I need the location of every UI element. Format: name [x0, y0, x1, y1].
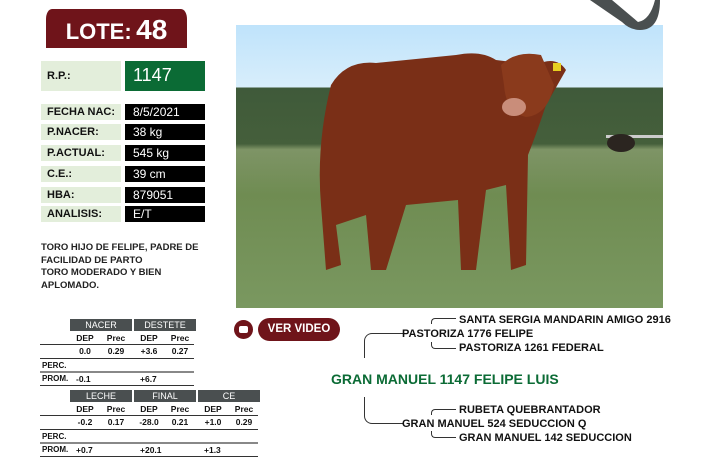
prom-label: PROM.: [42, 445, 69, 454]
perc-label: PERC.: [42, 361, 67, 370]
animal-name: GRAN MANUEL 1147 FELIPE LUIS: [331, 371, 559, 387]
prom-value: +20.1: [140, 445, 162, 455]
description-line: TORO MODERADO Y BIEN: [41, 267, 162, 278]
corner-decoration: [590, 0, 660, 30]
prec-col-label: Prec: [106, 404, 126, 414]
pedigree-sire-dam: PASTORIZA 1261 FEDERAL: [459, 342, 604, 354]
prec-value: 0.21: [171, 417, 189, 427]
prec-col-label: Prec: [170, 404, 190, 414]
youtube-icon[interactable]: [234, 320, 253, 339]
info-label: ANALISIS:: [41, 206, 121, 222]
dep-col-label: DEP: [140, 333, 158, 343]
bull-image: [319, 53, 663, 270]
pedigree-line: [431, 342, 456, 349]
prom-label: PROM.: [42, 374, 69, 383]
info-label: C.E.:: [41, 166, 121, 182]
prom-value: +1.3: [204, 445, 221, 455]
prec-value: 0.17: [107, 417, 125, 427]
dep-header: NACER: [70, 319, 132, 331]
dep-header: DESTETE: [134, 319, 196, 331]
prec-value: 0.27: [171, 346, 189, 356]
prom-value: -0.1: [76, 374, 91, 384]
dep-value: -28.0: [139, 417, 159, 427]
divider: [40, 429, 258, 430]
info-label: P.NACER:: [41, 124, 121, 140]
pedigree-line: [364, 397, 404, 424]
divider: [40, 415, 258, 416]
pedigree-line: [431, 318, 456, 324]
description: TORO HIJO DE FELIPE, PADRE DE FACILIDAD …: [41, 242, 231, 292]
dep-header: CE: [198, 390, 260, 402]
divider: [40, 358, 194, 359]
info-value: 39 cm: [125, 166, 205, 182]
pedigree-dam-dam: GRAN MANUEL 142 SEDUCCION: [459, 432, 632, 444]
bull-photo: [236, 25, 663, 308]
prom-value: +6.7: [140, 374, 157, 384]
dep-value: +3.6: [140, 346, 158, 356]
perc-label: PERC.: [42, 432, 67, 441]
divider: [40, 456, 258, 457]
description-line: APLOMADO.: [41, 279, 100, 291]
info-value: E/T: [125, 206, 205, 222]
description-line: TORO HIJO DE FELIPE, PADRE DE: [41, 242, 199, 253]
dep-value: -0.2: [77, 417, 93, 427]
dep-col-label: DEP: [76, 333, 94, 343]
info-label: FECHA NAC:: [41, 104, 121, 120]
dep-col-label: DEP: [140, 404, 158, 414]
pedigree-line: [431, 431, 456, 438]
prom-value: +0.7: [76, 445, 93, 455]
dep-col-label: DEP: [204, 404, 222, 414]
info-value: 545 kg: [125, 145, 205, 161]
dep-col-label: DEP: [76, 404, 94, 414]
divider: [40, 385, 194, 386]
info-label: P.ACTUAL:: [41, 145, 121, 161]
divider: [40, 371, 194, 373]
rp-value: 1147: [125, 61, 205, 91]
lot-number: 48: [136, 14, 168, 45]
prec-value: 0.29: [235, 417, 253, 427]
info-value: 8/5/2021: [125, 104, 205, 120]
divider: [40, 442, 258, 444]
pedigree-sire-sire: SANTA SERGIA MANDARIN AMIGO 2916: [459, 314, 671, 326]
rp-label: R.P.:: [41, 61, 121, 91]
info-label: HBA:: [41, 187, 121, 203]
prec-col-label: Prec: [170, 333, 190, 343]
pedigree-dam: GRAN MANUEL 524 SEDUCCION Q: [402, 418, 587, 430]
pedigree-line: [364, 333, 404, 358]
prec-col-label: Prec: [106, 333, 126, 343]
lot-label: LOTE:: [65, 19, 132, 44]
dep-value: 0.0: [79, 346, 91, 356]
info-value: 38 kg: [125, 124, 205, 140]
pedigree-line: [431, 409, 456, 415]
info-value: 879051: [125, 187, 205, 203]
pedigree-sire: PASTORIZA 1776 FELIPE: [402, 328, 534, 340]
ver-video-button[interactable]: VER VIDEO: [258, 318, 340, 341]
description-line: FACILIDAD DE PARTO: [41, 254, 143, 266]
prec-value: 0.29: [107, 346, 125, 356]
pedigree-dam-sire: RUBETA QUEBRANTADOR: [459, 404, 601, 416]
dep-header: FINAL: [134, 390, 196, 402]
prec-col-label: Prec: [234, 404, 254, 414]
dep-value: +1.0: [204, 417, 222, 427]
dep-header: LECHE: [70, 390, 132, 402]
lot-badge: LOTE: 48: [46, 9, 187, 48]
divider: [40, 344, 194, 345]
